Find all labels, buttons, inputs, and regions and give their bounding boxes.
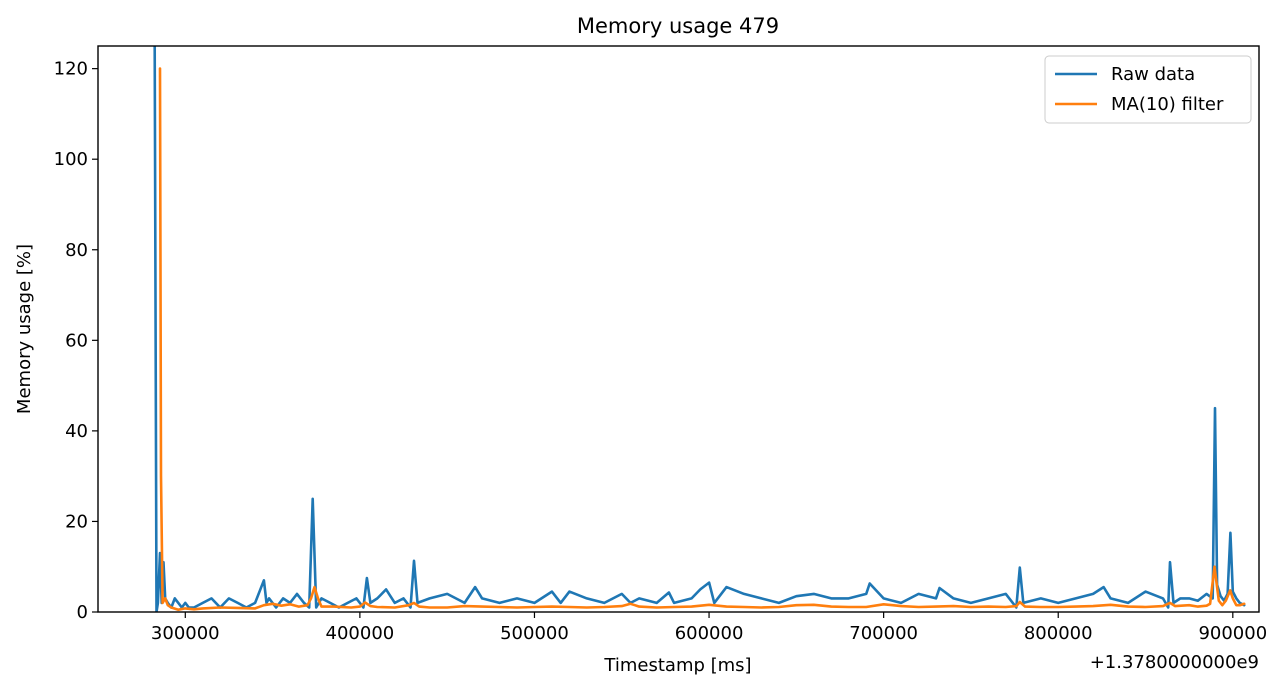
legend-label-ma-filter: MA(10) filter (1111, 94, 1224, 115)
x-tick-label: 400000 (326, 623, 395, 644)
x-axis: 300000 400000 500000 600000 700000 800000 9000… (151, 612, 1267, 644)
x-axis-offset-label: +1.3780000000e9 (1090, 652, 1259, 673)
y-tick-label: 120 (54, 59, 88, 80)
plot-area-frame (97, 45, 1260, 613)
y-tick-label: 80 (65, 240, 88, 261)
y-axis-label: Memory usage [%] (14, 244, 35, 414)
y-axis: 0 20 40 60 80 100 120 (54, 59, 98, 623)
y-tick-label: 0 (77, 602, 88, 623)
x-tick-label: 800000 (1024, 623, 1093, 644)
x-tick-label: 700000 (849, 623, 918, 644)
legend: Raw data MA(10) filter (1044, 55, 1252, 124)
x-tick-label: 900000 (1198, 623, 1267, 644)
y-tick-label: 40 (65, 421, 88, 442)
y-tick-label: 60 (65, 330, 88, 351)
y-tick-label: 20 (65, 511, 88, 532)
x-tick-label: 500000 (500, 623, 569, 644)
chart-title: Memory usage 479 (577, 14, 779, 38)
series-layer (153, 46, 1246, 612)
y-tick-label: 100 (54, 149, 88, 170)
series-line-ma-10-filter (158, 67, 1246, 612)
series-line-raw-data (153, 46, 1246, 612)
x-tick-label: 600000 (675, 623, 744, 644)
legend-label-raw-data: Raw data (1111, 64, 1195, 85)
x-axis-label: Timestamp [ms] (603, 655, 751, 676)
x-tick-label: 300000 (151, 623, 220, 644)
